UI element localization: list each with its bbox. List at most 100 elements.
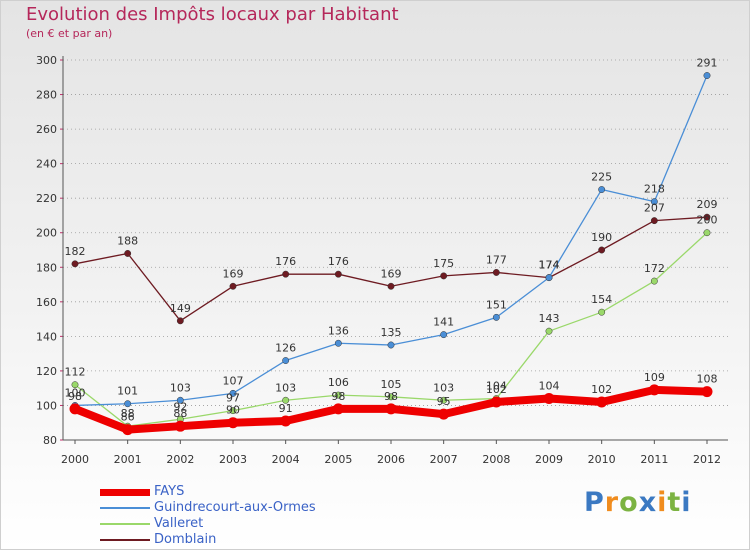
data-label-valleret: 112 [65, 366, 86, 379]
data-label-fays: 88 [173, 407, 187, 420]
point-guindrecourt-aux-ormes [334, 339, 342, 347]
data-label-valleret: 88 [121, 407, 135, 420]
point-fays [438, 408, 450, 420]
x-tick-label: 2005 [324, 453, 352, 466]
point-valleret [703, 229, 711, 237]
point-fays [174, 420, 186, 432]
legend-label-domblain: Domblain [154, 532, 217, 547]
point-fays [701, 386, 713, 398]
legend-swatch-valleret [100, 523, 150, 525]
data-label-guindrecourt-aux-ormes: 107 [223, 374, 244, 387]
data-label-guindrecourt-aux-ormes: 101 [117, 385, 138, 398]
logo-letter: t [667, 487, 682, 518]
data-label-guindrecourt-aux-ormes: 151 [486, 298, 507, 311]
data-label-fays: 95 [437, 395, 451, 408]
data-label-guindrecourt-aux-ormes: 136 [328, 324, 349, 337]
point-fays [543, 393, 555, 405]
x-tick-label: 2010 [588, 453, 616, 466]
x-tick-label: 2011 [640, 453, 668, 466]
data-label-fays: 98 [331, 390, 345, 403]
logo-letter: i [657, 487, 668, 518]
point-fays [227, 417, 239, 429]
data-label-fays: 98 [68, 390, 82, 403]
point-guindrecourt-aux-ormes [545, 274, 553, 282]
data-label-fays: 86 [121, 411, 135, 424]
chart-subtitle: (en € et par an) [26, 27, 113, 40]
legend-label-fays: FAYS [154, 484, 185, 499]
data-label-valleret: 172 [644, 262, 665, 275]
series-group [69, 72, 713, 436]
data-label-guindrecourt-aux-ormes: 103 [170, 381, 191, 394]
data-label-valleret: 200 [697, 214, 718, 227]
x-tick-label: 2009 [535, 453, 563, 466]
y-tick-label: 180 [36, 261, 57, 274]
data-label-domblain: 175 [433, 257, 454, 270]
y-tick-label: 80 [43, 434, 57, 447]
point-domblain [650, 217, 658, 225]
data-label-valleret: 97 [226, 392, 240, 405]
data-label-fays: 91 [279, 402, 293, 415]
x-tick-label: 2001 [114, 453, 142, 466]
point-guindrecourt-aux-ormes [598, 186, 606, 193]
proxiti-logo: Proxiti [584, 487, 692, 518]
data-label-guindrecourt-aux-ormes: 218 [644, 183, 665, 196]
x-tick-label: 2006 [377, 453, 405, 466]
x-tick-label: 2002 [166, 453, 194, 466]
point-valleret [545, 327, 553, 335]
axes: 80 100 120 140 160 180 200 220 240 260 280 300 2000 2… [36, 54, 728, 466]
x-tick-label: 2008 [482, 453, 510, 466]
legend-label-guindrecourt-aux-ormes: Guindrecourt-aux-Ormes [154, 500, 316, 515]
data-label-domblain: 177 [486, 253, 507, 266]
data-label-guindrecourt-aux-ormes: 126 [275, 342, 296, 355]
data-label-valleret: 103 [433, 381, 454, 394]
data-label-valleret: 103 [275, 381, 296, 394]
point-guindrecourt-aux-ormes [282, 357, 290, 364]
point-valleret [598, 308, 606, 316]
point-guindrecourt-aux-ormes [492, 313, 500, 321]
data-label-valleret: 104 [486, 380, 507, 393]
data-label-domblain: 176 [328, 255, 349, 268]
data-labels: 182 188 149 169 176 176 169 175 177 174 190 207 209 1… [65, 57, 718, 424]
point-domblain [334, 270, 342, 278]
logo-letter: r [604, 487, 620, 518]
y-tick-label: 300 [36, 54, 57, 67]
data-label-domblain: 174 [539, 259, 560, 272]
point-fays [332, 403, 344, 415]
data-label-fays: 109 [644, 371, 665, 384]
data-label-guindrecourt-aux-ormes: 174 [539, 259, 560, 272]
point-guindrecourt-aux-ormes [176, 396, 184, 404]
point-valleret [440, 396, 448, 404]
point-domblain [124, 250, 132, 257]
data-label-fays: 108 [697, 373, 718, 386]
data-label-fays: 102 [486, 383, 507, 396]
x-tick-label: 2004 [272, 453, 300, 466]
x-tick-label: 2000 [61, 453, 89, 466]
logo-letter: i [681, 487, 692, 518]
point-domblain [176, 317, 184, 325]
point-fays [596, 396, 608, 408]
point-valleret [387, 393, 395, 401]
point-domblain [492, 269, 500, 276]
data-label-guindrecourt-aux-ormes: 291 [697, 57, 718, 70]
data-label-fays: 90 [226, 404, 240, 417]
point-guindrecourt-aux-ormes [650, 198, 658, 206]
data-label-valleret: 143 [539, 312, 560, 325]
data-label-domblain: 169 [381, 267, 402, 280]
data-label-domblain: 169 [223, 267, 244, 280]
point-fays [69, 403, 81, 415]
logo-letter: x [638, 487, 658, 518]
y-tick-label: 160 [36, 296, 57, 309]
y-tick-label: 260 [36, 123, 57, 136]
logo-letter: o [619, 487, 639, 518]
data-label-valleret: 154 [591, 293, 612, 306]
point-domblain [282, 270, 290, 278]
y-tick-label: 240 [36, 158, 57, 171]
point-guindrecourt-aux-ormes [703, 72, 711, 79]
point-fays [490, 396, 502, 408]
point-fays [385, 403, 397, 415]
legend-label-valleret: Valleret [154, 516, 204, 531]
data-label-valleret: 105 [381, 378, 402, 391]
point-domblain [229, 282, 237, 290]
point-fays [280, 415, 292, 427]
